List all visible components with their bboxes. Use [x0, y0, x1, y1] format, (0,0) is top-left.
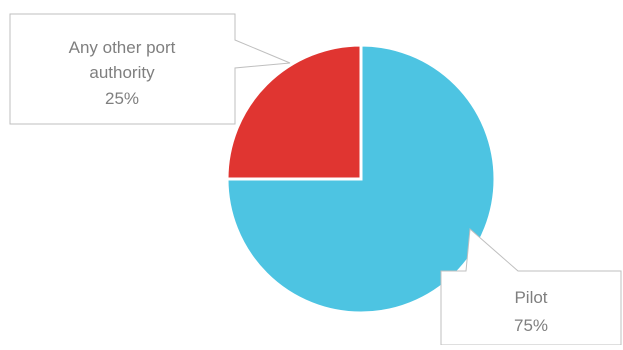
callout-label-line-1: Any other port — [69, 38, 176, 57]
callout-label-line-2: authority — [89, 63, 155, 82]
callout-box-other-port-authority — [9, 13, 291, 125]
pie-slice-any-other-port-authority — [225, 43, 363, 181]
slices-layer — [225, 43, 497, 315]
callout-label-pilot: Pilot — [514, 288, 547, 307]
callout-value-pilot: 75% — [514, 316, 548, 335]
callout-other-port-authority: Any other port authority 25% — [9, 13, 291, 125]
callout-value-other-port-authority: 25% — [105, 89, 139, 108]
callout-pilot: Pilot 75% — [440, 227, 622, 346]
